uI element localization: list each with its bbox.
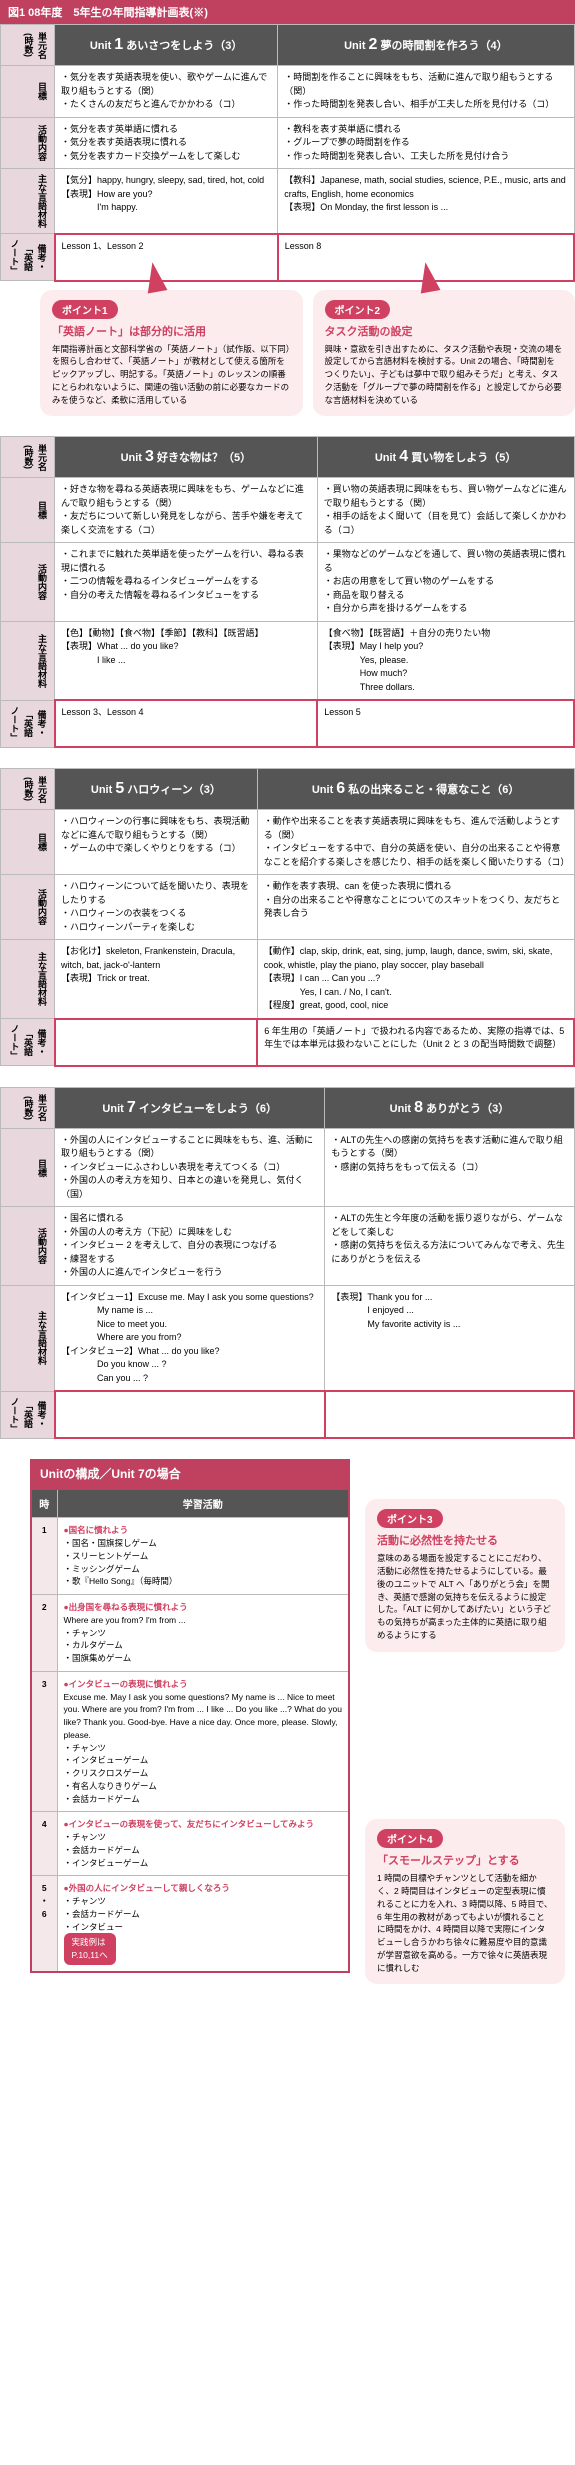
sub-header: Unitの構成／Unit 7の場合 xyxy=(30,1459,350,1488)
cell: 【食べ物】【既習語】＋自分の売りたい物【表現】May I help you? Y… xyxy=(317,621,574,700)
cell: 【色】【動物】【食べ物】【季節】【教科】【既習語】【表現】What ... do… xyxy=(55,621,318,700)
activity-cell: ●インタビューの表現に慣れようExcuse me. May I ask you … xyxy=(57,1671,349,1812)
cell: Lesson 3、Lesson 4 xyxy=(55,700,318,747)
cell xyxy=(55,1391,325,1438)
unit-table: 単元名(時数)Unit 1 あいさつをしよう（3）Unit 2 夢の時間割を作ろ… xyxy=(0,24,575,282)
cell: 6 年生用の「英語ノート」で扱われる内容であるため、実際の指導では、5 年生では… xyxy=(257,1019,574,1066)
cell: ・ALTの先生への感謝の気持ちを表す活動に進んで取り組もうとする（関）・感謝の気… xyxy=(325,1128,574,1207)
page-title: 図1 08年度 5年生の年間指導計画表(※) xyxy=(0,0,575,24)
rowhead: 目標 xyxy=(1,478,55,543)
rowhead: 目標 xyxy=(1,810,55,875)
cell xyxy=(55,1019,258,1066)
cell: 【お化け】skeleton, Frankenstein, Dracula, wi… xyxy=(55,940,258,1019)
rowhead-unit: 単元名(時数) xyxy=(1,25,55,66)
cell: ・ハロウィーンについて話を聞いたり、表現をしたりする・ハロウィーンの衣装をつくる… xyxy=(55,875,258,940)
unit-table: 単元名(時数)Unit 3 好きな物は？（5）Unit 4 買い物をしよう（5）… xyxy=(0,436,575,748)
cell: ・買い物の英語表現に興味をもち、買い物ゲームなどに進んで取り組もうとする（関）・… xyxy=(317,478,574,543)
rowhead-unit: 単元名(時数) xyxy=(1,769,55,810)
hour-cell: 2 xyxy=(31,1595,57,1672)
side-point-box: ポイント4 「スモールステップ」とする 1 時間の目標やチャンツとして活動を細か… xyxy=(365,1819,565,1984)
point-label: ポイント1 xyxy=(52,300,118,319)
cell: 【インタビュー1】Excuse me. May I ask you some q… xyxy=(55,1285,325,1391)
rowhead: 主な言語材料 xyxy=(1,621,55,700)
arrow-icon xyxy=(415,260,440,293)
cell: ・気分を表す英語表現を使い、歌やゲームに進んで取り組もうとする（関）・たくさんの… xyxy=(55,66,278,118)
cell: ・好きな物を尋ねる英語表現に興味をもち、ゲームなどに進んで取り組もうとする（関）… xyxy=(55,478,318,543)
activity-cell: ●インタビューの表現を使って、友だちにインタビューしてみよう・チャンツ・会話カー… xyxy=(57,1812,349,1876)
point-label: ポイント4 xyxy=(377,1829,443,1848)
rowhead: 備考・「英語ノート」 xyxy=(1,1391,55,1438)
activity-cell: ●出身国を尋ねる表現に慣れようWhere are you from? I'm f… xyxy=(57,1595,349,1672)
unit-header: Unit 2 夢の時間割を作ろう（4） xyxy=(278,25,574,66)
point-box: ポイント2 タスク活動の設定 興味・意欲を引き出すために、タスク活動や表現・交流… xyxy=(313,290,575,417)
rowhead: 備考・「英語ノート」 xyxy=(1,1019,55,1066)
col-activity: 学習活動 xyxy=(57,1489,349,1518)
cell: 【表現】Thank you for ... I enjoyed ... My f… xyxy=(325,1285,574,1391)
lesson-table: 時 学習活動 1 ●国名に慣れよう・国名・国旗探しゲーム・スリーヒントゲーム・ミ… xyxy=(30,1488,350,1973)
rowhead: 主な言語材料 xyxy=(1,1285,55,1391)
rowhead: 活動内容 xyxy=(1,543,55,622)
point-title: 「英語ノート」は部分的に活用 xyxy=(52,323,291,339)
cell: ・これまでに触れた英単語を使ったゲームを行い、尋ねる表現に慣れる・二つの情報を尋… xyxy=(55,543,318,622)
point-label: ポイント2 xyxy=(325,300,391,319)
cell: ・ALTの先生と今年度の活動を振り返りながら、ゲームなどをして楽しむ・感謝の気持… xyxy=(325,1207,574,1286)
rowhead: 目標 xyxy=(1,66,55,118)
hour-cell: 1 xyxy=(31,1518,57,1595)
point-label: ポイント3 xyxy=(377,1509,443,1528)
rowhead: 備考・「英語ノート」 xyxy=(1,700,55,747)
side-point-box: ポイント3 活動に必然性を持たせる 意味のある場面を設定することにこだわり、活動… xyxy=(365,1499,565,1651)
cell: ・国名に慣れる・外国の人の考え方（下記）に興味をしむ・インタビュー 2 を考えし… xyxy=(55,1207,325,1286)
cell xyxy=(325,1391,574,1438)
activity-cell: ●外国の人にインタビューして親しくなろう・チャンツ・会話カードゲーム・インタビュ… xyxy=(57,1876,349,1972)
rowhead-unit: 単元名(時数) xyxy=(1,1087,55,1128)
hour-cell: 3 xyxy=(31,1671,57,1812)
cell: ・時間割を作ることに興味をもち、活動に進んで取り組もうとする（関）・作った時間割… xyxy=(278,66,574,118)
unit-header: Unit 8 ありがとう（3） xyxy=(325,1087,574,1128)
unit-header: Unit 7 インタビューをしよう（6） xyxy=(55,1087,325,1128)
point-title: 活動に必然性を持たせる xyxy=(377,1532,553,1548)
hour-cell: 5・6 xyxy=(31,1876,57,1972)
point-title: 「スモールステップ」とする xyxy=(377,1852,553,1868)
hour-cell: 4 xyxy=(31,1812,57,1876)
unit-table: 単元名(時数)Unit 7 インタビューをしよう（6）Unit 8 ありがとう（… xyxy=(0,1087,575,1440)
unit-header: Unit 3 好きな物は？（5） xyxy=(55,437,318,478)
rowhead: 活動内容 xyxy=(1,117,55,169)
col-hour: 時 xyxy=(31,1489,57,1518)
point-text: 興味・意欲を引き出すために、タスク活動や表現・交流の場を設定してから言語材料を検… xyxy=(325,343,564,407)
cell: ・外国の人にインタビューすることに興味をもち、進、活動に取り組もうとする（関）・… xyxy=(55,1128,325,1207)
point-title: タスク活動の設定 xyxy=(325,323,564,339)
cell: ・動作を表す表現、can を使った表現に慣れる・自分の出来ることや得意なことにつ… xyxy=(257,875,574,940)
rowhead: 主な言語材料 xyxy=(1,169,55,234)
point-text: 意味のある場面を設定することにこだわり、活動に必然性を持たせるようにしている。最… xyxy=(377,1552,553,1641)
rowhead: 活動内容 xyxy=(1,875,55,940)
cell: Lesson 5 xyxy=(317,700,574,747)
point-text: 年間指導計画と文部科学省の「英語ノート」（試作版、以下同）を照らし合わせて、「英… xyxy=(52,343,291,407)
unit-table: 単元名(時数)Unit 5 ハロウィーン（3）Unit 6 私の出来ること・得意… xyxy=(0,768,575,1067)
unit-header: Unit 5 ハロウィーン（3） xyxy=(55,769,258,810)
cell: 【動作】clap, skip, drink, eat, sing, jump, … xyxy=(257,940,574,1019)
rowhead: 備考・「英語ノート」 xyxy=(1,234,55,281)
activity-cell: ●国名に慣れよう・国名・国旗探しゲーム・スリーヒントゲーム・ミッシングゲーム・歌… xyxy=(57,1518,349,1595)
rowhead-unit: 単元名(時数) xyxy=(1,437,55,478)
point-box: ポイント1 「英語ノート」は部分的に活用 年間指導計画と文部科学省の「英語ノート… xyxy=(40,290,303,417)
rowhead: 活動内容 xyxy=(1,1207,55,1286)
cell: ・果物などのゲームなどを通して、買い物の英語表現に慣れる・お店の用意をして買い物… xyxy=(317,543,574,622)
cell: ・動作や出来ることを表す英語表現に興味をもち、進んで活動しようとする（関）・イン… xyxy=(257,810,574,875)
cell: ・気分を表す英単語に慣れる・気分を表す英語表現に慣れる・気分を表すカード交換ゲー… xyxy=(55,117,278,169)
unit-header: Unit 4 買い物をしよう（5） xyxy=(317,437,574,478)
cell: Lesson 1、Lesson 2 xyxy=(55,234,278,281)
cell: ・教科を表す英単語に慣れる・グループで夢の時間割を作る・作った時間割を発表し合い… xyxy=(278,117,574,169)
cell: 【教科】Japanese, math, social studies, scie… xyxy=(278,169,574,234)
rowhead: 目標 xyxy=(1,1128,55,1207)
point-text: 1 時間の目標やチャンツとして活動を細かく、2 時間目はインタビューの定型表現に… xyxy=(377,1872,553,1974)
practice-badge: 実践例はP.10,11へ xyxy=(64,1933,116,1965)
rowhead: 主な言語材料 xyxy=(1,940,55,1019)
unit-header: Unit 6 私の出来ること・得意なこと（6） xyxy=(257,769,574,810)
cell: 【気分】happy, hungry, sleepy, sad, tired, h… xyxy=(55,169,278,234)
cell: ・ハロウィーンの行事に興味をもち、表現活動などに進んで取り組もうとする（関）・ゲ… xyxy=(55,810,258,875)
unit-header: Unit 1 あいさつをしよう（3） xyxy=(55,25,278,66)
